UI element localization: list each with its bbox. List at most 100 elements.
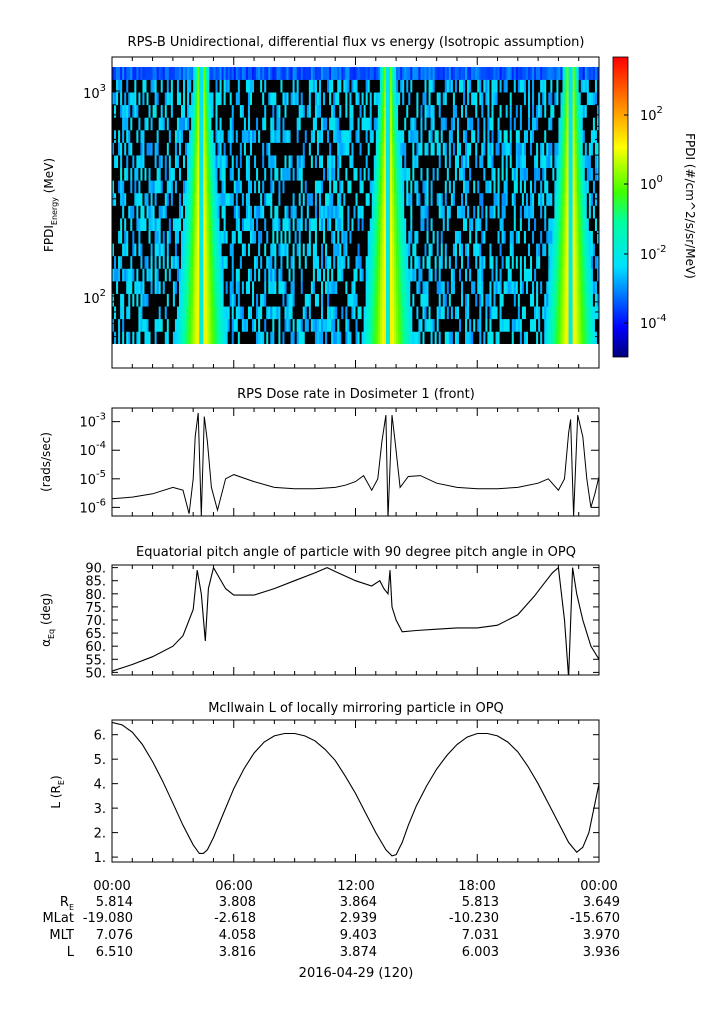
heatmap-cell — [501, 104, 504, 118]
heatmap-cell — [558, 155, 561, 169]
heatmap-cell — [505, 230, 508, 244]
heatmap-cell — [260, 180, 263, 194]
heatmap-cell — [552, 192, 555, 206]
heatmap-cell — [302, 92, 306, 106]
heatmap-cell — [412, 293, 415, 307]
heatmap-cell — [548, 205, 551, 219]
heatmap-cell — [408, 255, 411, 269]
heatmap-cell — [158, 117, 161, 131]
heatmap-cell — [284, 192, 287, 206]
heatmap-cell — [185, 281, 188, 294]
heatmap-cell — [160, 117, 164, 131]
heatmap-cell — [396, 167, 399, 181]
heatmap-cell — [363, 155, 366, 169]
heatmap-cell — [170, 230, 174, 244]
heatmap-cell — [302, 318, 306, 332]
heatmap-cell — [499, 243, 502, 257]
heatmap-cell — [412, 167, 415, 181]
heatmap-cell — [503, 268, 506, 282]
heatmap-cell — [300, 318, 304, 332]
heatmap-cell — [353, 255, 356, 269]
heatmap-cell — [469, 129, 472, 143]
heatmap-cell — [483, 318, 486, 332]
heatmap-cell — [225, 142, 228, 156]
heatmap-cell — [540, 281, 543, 294]
heatmap-cell — [201, 117, 204, 131]
heatmap-cell — [298, 180, 302, 194]
heatmap-cell — [221, 255, 224, 269]
heatmap-cell — [180, 306, 184, 320]
heatmap-cell — [444, 192, 448, 206]
heatmap-cell — [178, 117, 182, 131]
heatmap-cell — [387, 104, 391, 118]
heatmap-cell — [404, 205, 407, 219]
heatmap-cell — [408, 205, 411, 219]
heatmap-cell — [560, 331, 563, 344]
heatmap-cell — [353, 180, 356, 194]
heatmap-cell — [347, 243, 350, 257]
heatmap-cell — [594, 129, 598, 143]
heatmap-cell — [180, 129, 184, 143]
heatmap-cell — [467, 243, 470, 257]
heatmap-cell — [274, 104, 277, 118]
heatmap-cell — [485, 104, 488, 118]
heatmap-cell — [586, 230, 590, 244]
heatmap-cell — [542, 293, 545, 307]
heatmap-cell — [235, 331, 239, 344]
heatmap-cell — [272, 104, 275, 118]
heatmap-cell — [536, 142, 539, 156]
heatmap-cell — [389, 167, 393, 181]
heatmap-cell — [318, 268, 322, 282]
heatmap-cell — [375, 218, 379, 231]
heatmap-cell — [252, 142, 255, 156]
heatmap-cell — [357, 331, 360, 344]
heatmap-cell — [274, 293, 277, 307]
heatmap-cell — [473, 205, 476, 219]
heatmap-cell — [128, 205, 131, 219]
heatmap-cell — [112, 331, 115, 344]
heatmap-cell — [503, 192, 506, 206]
heatmap-cell — [475, 79, 478, 93]
heatmap-cell — [446, 331, 450, 344]
heatmap-cell — [497, 92, 500, 106]
heatmap-cell — [225, 205, 228, 219]
heatmap-cell — [485, 268, 488, 282]
heatmap-cell — [168, 180, 172, 194]
heatmap-cell — [481, 180, 484, 194]
heatmap-cell — [323, 104, 326, 118]
heatmap-cell — [497, 293, 500, 307]
heatmap-cell — [168, 167, 172, 181]
heatmap-cell — [398, 155, 401, 169]
heatmap-cell — [377, 255, 381, 269]
heatmap-cell — [363, 268, 366, 282]
heatmap-cell — [138, 293, 141, 307]
heatmap-cell — [318, 167, 322, 181]
heatmap-cell — [343, 205, 346, 219]
heatmap-cell — [396, 192, 399, 206]
heatmap-cell — [132, 331, 135, 344]
heatmap-cell — [237, 306, 241, 320]
heatmap-cell — [306, 155, 310, 169]
heatmap-cell — [160, 142, 164, 156]
heatmap-cell — [304, 268, 308, 282]
heatmap-cell — [341, 293, 344, 307]
heatmap-cell — [176, 155, 180, 169]
heatmap-cell — [233, 104, 237, 118]
heatmap-cell — [404, 318, 407, 332]
heatmap-cell — [288, 167, 291, 181]
heatmap-cell — [592, 180, 596, 194]
heatmap-cell — [183, 218, 186, 231]
heatmap-cell — [357, 281, 360, 294]
heatmap-cell — [316, 293, 320, 307]
heatmap-cell — [475, 255, 478, 269]
heatmap-cell — [126, 318, 129, 332]
heatmap-cell — [469, 205, 472, 219]
heatmap-cell — [260, 79, 263, 93]
heatmap-cell — [140, 142, 143, 156]
heatmap-cell — [233, 129, 237, 143]
heatmap-cell — [497, 79, 500, 93]
heatmap-cell — [355, 180, 358, 194]
heatmap-cell — [404, 92, 407, 106]
heatmap-cell — [485, 92, 488, 106]
heatmap-cell — [286, 79, 289, 93]
